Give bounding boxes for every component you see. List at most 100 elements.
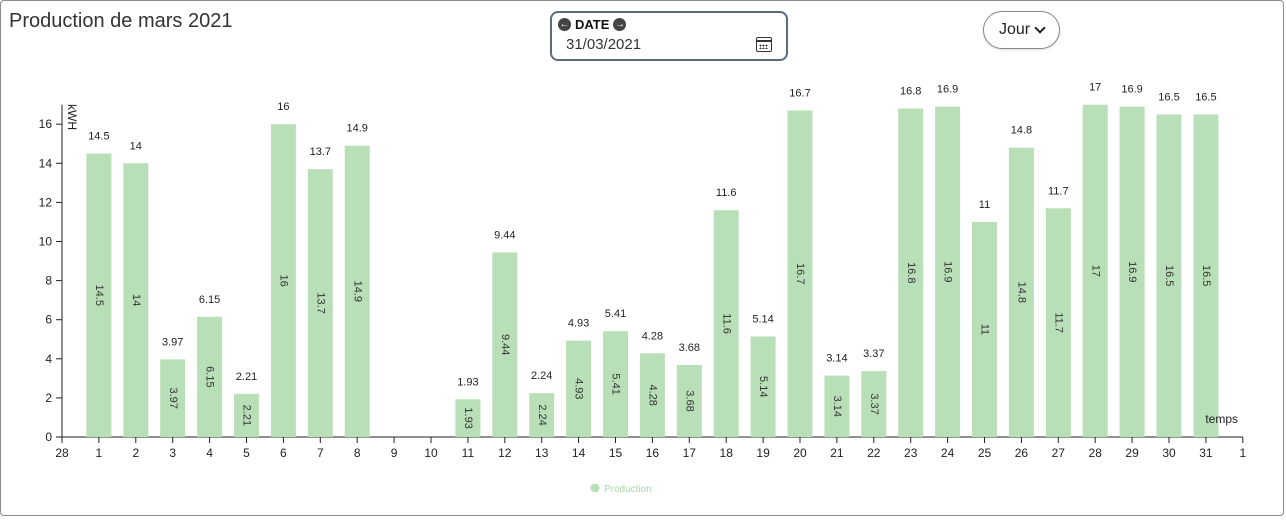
bar <box>197 316 223 437</box>
bar-inner-label: 3.68 <box>683 390 695 411</box>
bar-inner-label: 16.9 <box>942 261 954 282</box>
x-tick-label: 8 <box>354 446 361 460</box>
x-tick-label: 10 <box>424 446 438 460</box>
bar-inner-label: 6.15 <box>204 366 216 387</box>
bar <box>787 110 813 437</box>
bar-inner-label: 3.37 <box>868 393 880 414</box>
y-tick-label: 8 <box>45 274 52 288</box>
x-tick-label: 16 <box>646 446 660 460</box>
bar-value-label: 14.5 <box>88 131 109 143</box>
bar-inner-label: 5.14 <box>757 376 769 397</box>
bar <box>86 153 112 437</box>
y-tick-label: 2 <box>45 391 52 405</box>
bar-value-label: 16.5 <box>1158 91 1179 103</box>
legend-marker <box>590 483 600 493</box>
bar-inner-label: 16.5 <box>1163 265 1175 286</box>
bar <box>566 340 592 437</box>
bar-value-label: 3.37 <box>863 348 884 360</box>
x-tick-label: 21 <box>830 446 844 460</box>
x-tick-label: 22 <box>867 446 881 460</box>
bar <box>1045 208 1071 437</box>
bar-value-label: 14.9 <box>346 123 367 135</box>
bar <box>307 169 333 438</box>
bar <box>639 353 665 437</box>
y-axis-title: kWH <box>65 104 79 130</box>
bar <box>1008 147 1034 437</box>
bar-value-label: 5.14 <box>752 314 773 326</box>
bar <box>935 106 961 437</box>
bar-value-label: 16 <box>277 101 289 113</box>
bar-value-label: 9.44 <box>494 229 515 241</box>
bar-inner-label: 11 <box>979 324 991 335</box>
bar <box>492 252 518 437</box>
bar-value-label: 13.7 <box>310 146 331 158</box>
bar-inner-label: 16.8 <box>905 262 917 283</box>
bar-value-label: 11 <box>979 199 990 211</box>
bar <box>1193 114 1219 438</box>
x-tick-label: 3 <box>169 446 176 460</box>
bar-inner-label: 3.14 <box>831 396 843 417</box>
bar <box>344 145 370 437</box>
bar-value-label: 6.15 <box>199 294 220 306</box>
bar <box>123 163 149 438</box>
bar-inner-label: 5.41 <box>610 373 622 394</box>
bar-inner-label: 4.93 <box>573 378 585 399</box>
bar-inner-label: 9.44 <box>499 334 511 355</box>
x-tick-label: 13 <box>535 446 549 460</box>
bar-value-label: 16.9 <box>1121 84 1142 96</box>
bar-inner-label: 14.5 <box>93 285 105 306</box>
y-tick-label: 4 <box>45 352 52 366</box>
bar <box>1082 104 1108 438</box>
bar <box>861 371 887 437</box>
arrow-right-circle-icon[interactable]: → <box>613 17 627 31</box>
bar <box>1119 106 1145 437</box>
bar-value-label: 4.93 <box>568 318 589 330</box>
x-axis-title: temps <box>1205 412 1238 426</box>
bar-inner-label: 3.97 <box>167 387 179 408</box>
bar-value-label: 3.97 <box>162 336 183 348</box>
date-input[interactable]: 31/03/2021 <box>566 36 642 53</box>
x-tick-label: 23 <box>904 446 918 460</box>
arrow-left-circle-icon[interactable]: ← <box>558 17 571 31</box>
x-tick-label: 25 <box>978 446 992 460</box>
bar-value-label: 14 <box>130 140 142 152</box>
x-tick-label: 2 <box>132 446 139 460</box>
page-title: Production de mars 2021 <box>9 10 233 32</box>
x-tick-label: 18 <box>720 446 734 460</box>
bar-value-label: 16.8 <box>900 86 921 98</box>
bar <box>898 108 924 437</box>
bar-value-label: 16.9 <box>937 84 958 96</box>
bar-inner-label: 16 <box>277 274 289 286</box>
bar <box>160 359 186 437</box>
bar-inner-label: 2.21 <box>241 405 253 426</box>
x-tick-label: 29 <box>1125 446 1139 460</box>
calendar-icon[interactable] <box>756 37 772 52</box>
bar-value-label: 16.7 <box>789 88 810 100</box>
x-tick-label: 28 <box>55 446 69 460</box>
bar-inner-label: 14.8 <box>1015 282 1027 303</box>
x-tick-label: 11 <box>462 446 475 460</box>
bar-value-label: 3.14 <box>826 353 847 365</box>
x-tick-label: 27 <box>1052 446 1066 460</box>
period-select-value: Jour <box>998 21 1031 38</box>
bar-value-label: 14.8 <box>1011 125 1032 137</box>
period-select[interactable]: Jour <box>983 11 1060 49</box>
date-picker[interactable]: ← DATE → 31/03/2021 <box>550 11 788 61</box>
bar-inner-label: 2.24 <box>536 404 548 425</box>
bar-value-label: 2.24 <box>531 370 552 382</box>
y-tick-label: 12 <box>39 195 53 209</box>
x-tick-label: 20 <box>793 446 807 460</box>
x-tick-label: 5 <box>243 446 250 460</box>
bar-inner-label: 17 <box>1089 265 1101 277</box>
x-tick-label: 30 <box>1162 446 1176 460</box>
bar-value-label: 2.21 <box>236 371 257 383</box>
bar-value-label: 16.5 <box>1195 91 1216 103</box>
x-tick-label: 1 <box>96 446 103 460</box>
bar-value-label: 4.28 <box>642 330 663 342</box>
bar-inner-label: 13.7 <box>314 292 326 313</box>
bar <box>824 375 850 437</box>
bar <box>676 365 702 437</box>
bar-value-label: 5.41 <box>605 308 626 320</box>
bar-inner-label: 14 <box>130 294 142 306</box>
bar-inner-label: 1.93 <box>462 407 474 428</box>
